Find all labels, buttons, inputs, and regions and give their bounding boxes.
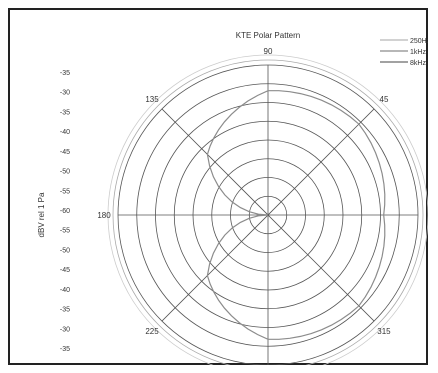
chart-title: KTE Polar Pattern [236, 31, 300, 40]
grid-ring-outer [107, 54, 428, 365]
r-tick-label: -45 [60, 267, 70, 274]
y-axis-label: dBV rel 1 Pa [37, 192, 46, 237]
r-tick-label: -60 [60, 208, 70, 215]
grid-ring-outer [112, 59, 424, 365]
angle-label: 315 [377, 327, 391, 336]
polar-chart: KTE Polar Pattern dBV rel 1 Pa -35-30-35… [37, 31, 428, 365]
r-tick-label: -50 [60, 247, 70, 254]
legend-label: 1kHz [410, 49, 426, 56]
angle-labels: 04590135180225270315 [97, 47, 391, 336]
r-tick-label: -30 [60, 90, 70, 97]
legend-label: 8kHz [410, 60, 426, 67]
series-line-1khz [206, 90, 386, 340]
r-tick-label: -40 [60, 129, 70, 136]
angle-label: 225 [145, 327, 159, 336]
r-tick-label: -50 [60, 169, 70, 176]
series-lines [206, 90, 386, 340]
r-tick-label: -35 [60, 70, 70, 77]
r-tick-label: -35 [60, 109, 70, 116]
r-tick-label: -55 [60, 228, 70, 235]
angle-label: 45 [380, 95, 389, 104]
angle-label: 180 [97, 211, 111, 220]
r-tick-label: -45 [60, 149, 70, 156]
angle-label: 135 [145, 95, 159, 104]
chart-frame: KTE Polar Pattern dBV rel 1 Pa -35 -30 -35… [8, 8, 428, 365]
r-tick-label: -40 [60, 287, 70, 294]
legend: 250Hz 1kHz 8kHz [380, 38, 428, 67]
legend-label: 250Hz [410, 38, 428, 45]
radial-tick-labels: -35 -30 -35 -40 -45 -50 -55 -60 -55 -50 -45 -40 -35 -… [60, 70, 70, 353]
r-tick-label: -30 [60, 326, 70, 333]
angle-label: 90 [264, 47, 273, 56]
r-tick-label: -35 [60, 307, 70, 314]
r-tick-label: -35 [60, 346, 70, 353]
r-tick-label: -55 [60, 188, 70, 195]
